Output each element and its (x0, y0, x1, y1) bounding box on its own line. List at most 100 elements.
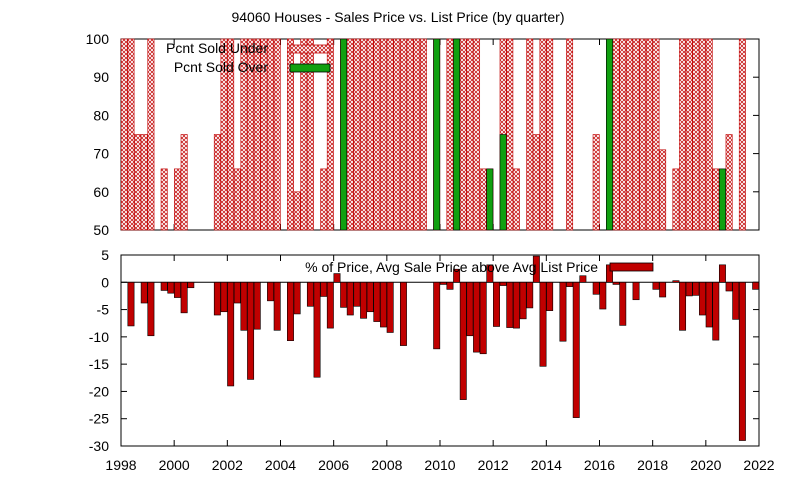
bar-series-1 (287, 281, 294, 341)
bar-series-1 (160, 281, 168, 291)
bar-series-1 (546, 281, 554, 311)
bar-series-1 (306, 281, 314, 307)
bar-series-1 (446, 281, 454, 290)
y-tick-label: 100 (86, 31, 110, 47)
y-tick-label: 5 (101, 247, 109, 263)
bar-series-1 (174, 168, 181, 231)
bar-series-2 (486, 168, 494, 231)
bar-series-1 (366, 281, 374, 313)
bar-series-1 (652, 281, 660, 290)
bar-series-1 (293, 191, 301, 231)
bar-series-1 (566, 38, 574, 231)
bar-series-1 (712, 168, 720, 231)
x-tick-label: 2008 (371, 457, 402, 473)
x-tick-label: 2000 (159, 457, 190, 473)
legend-swatch (289, 44, 331, 54)
x-tick-label: 1998 (105, 457, 136, 473)
bar-series-1 (679, 281, 687, 331)
bar-series-1 (512, 281, 520, 329)
bar-series-1 (300, 38, 308, 231)
bar-series-1 (725, 134, 733, 231)
bar-series-1 (267, 38, 274, 231)
bar-series-1 (619, 281, 627, 326)
bar-series-1 (346, 281, 354, 316)
chart-title: 94060 Houses - Sales Price vs. List Pric… (231, 9, 564, 25)
legend-label: Pcnt Sold Over (174, 59, 268, 75)
bar-series-1 (592, 134, 600, 231)
bar-series-1 (340, 281, 348, 308)
bar-series-1 (406, 38, 414, 231)
y-tick-label: 90 (93, 69, 109, 85)
y-tick-label: -30 (89, 438, 109, 454)
bar-series-1 (539, 38, 547, 231)
bar-series-1 (366, 38, 374, 231)
bar-series-1 (174, 281, 181, 298)
bar-series-1 (699, 38, 706, 231)
bar-series-1 (147, 281, 155, 337)
x-tick-label: 2012 (478, 457, 509, 473)
bar-series-1 (326, 281, 334, 329)
bar-series-1 (479, 168, 487, 231)
bar-series-1 (466, 281, 474, 337)
bar-series-1 (320, 281, 328, 297)
bar-series-2 (606, 38, 613, 231)
bar-series-1 (606, 264, 613, 283)
bar-series-2 (340, 38, 348, 231)
bar-series-1 (227, 281, 235, 387)
bar-series-2 (433, 38, 441, 231)
bar-series-1 (187, 281, 195, 289)
bar-series-1 (645, 38, 653, 231)
bar-series-2 (453, 38, 461, 231)
y-tick-label: 60 (93, 184, 109, 200)
x-tick-label: 2014 (531, 457, 562, 473)
bar-series-1 (612, 281, 620, 285)
bar-series-1 (672, 168, 680, 231)
bar-series-1 (180, 134, 188, 231)
bar-series-1 (446, 38, 454, 231)
x-tick-label: 2020 (690, 457, 721, 473)
bar-series-1 (127, 38, 135, 231)
bar-series-1 (738, 38, 746, 231)
bar-series-1 (459, 38, 467, 231)
bar-series-1 (253, 281, 261, 330)
bar-series-1 (473, 38, 481, 231)
bar-series-1 (326, 38, 334, 231)
bar-series-1 (273, 38, 281, 231)
bar-series-1 (140, 281, 148, 304)
y-tick-label: 70 (93, 146, 109, 162)
bar-series-1 (399, 38, 407, 231)
bar-series-1 (127, 281, 135, 327)
bar-series-1 (526, 38, 534, 231)
x-tick-label: 2022 (743, 457, 774, 473)
bar-series-1 (659, 281, 667, 298)
y-tick-label: -25 (89, 411, 109, 427)
bar-series-1 (685, 281, 693, 297)
bar-series-1 (632, 281, 640, 301)
bar-series-1 (692, 38, 700, 231)
bar-series-1 (652, 38, 660, 231)
bar-series-1 (360, 38, 368, 231)
bar-series-1 (512, 168, 520, 231)
bar-series-1 (466, 38, 474, 231)
y-tick-label: -10 (89, 329, 109, 345)
bar-series-2 (718, 168, 726, 231)
bar-series-1 (333, 273, 341, 283)
x-tick-label: 2018 (637, 457, 668, 473)
bar-series-1 (240, 281, 248, 331)
bar-series-1 (120, 38, 128, 231)
y-tick-label: -5 (97, 302, 110, 318)
bar-series-1 (539, 281, 547, 367)
bar-series-1 (227, 38, 235, 231)
bar-series-1 (499, 281, 507, 286)
bar-series-1 (233, 168, 241, 231)
bar-series-1 (718, 264, 726, 283)
bar-series-1 (160, 168, 168, 231)
bar-series-1 (619, 38, 627, 231)
bar-series-1 (213, 281, 221, 316)
bar-series-1 (140, 134, 148, 231)
bar-series-1 (738, 281, 746, 441)
bar-series-1 (167, 281, 175, 294)
bar-series-1 (625, 38, 633, 231)
bar-series-1 (579, 275, 587, 283)
